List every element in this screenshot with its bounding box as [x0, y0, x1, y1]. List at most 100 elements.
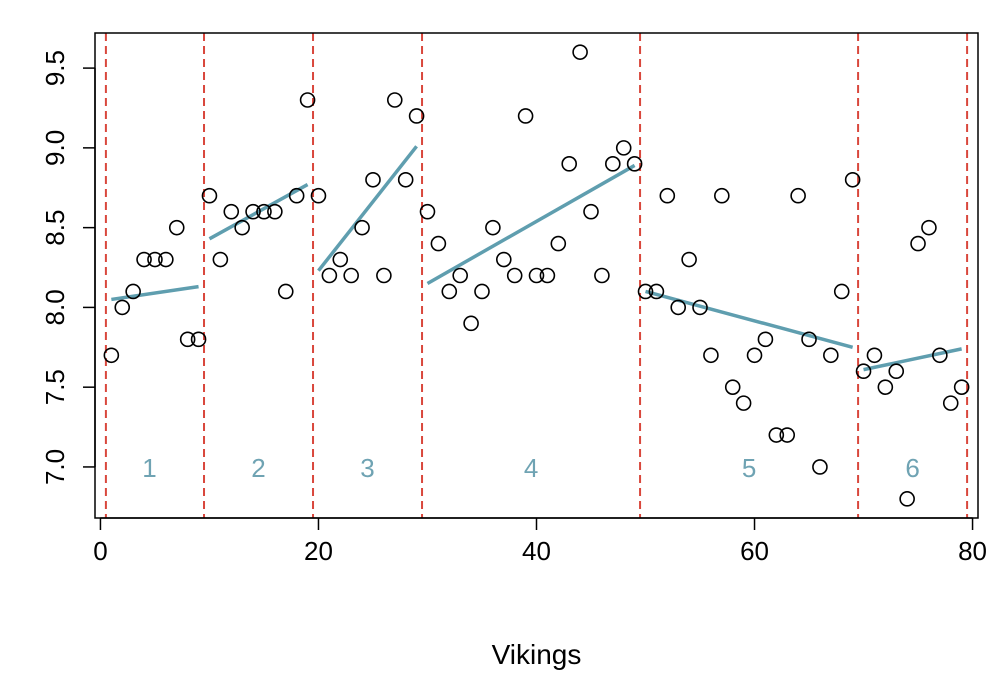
data-point	[430, 235, 447, 252]
data-point	[288, 187, 305, 204]
data-point	[768, 427, 785, 443]
trend-lines	[111, 145, 963, 372]
data-point	[877, 379, 894, 395]
data-point	[724, 379, 741, 395]
data-point	[354, 219, 370, 236]
data-point	[103, 347, 120, 364]
data-point	[441, 283, 458, 300]
y-tick-label: 9.5	[40, 50, 70, 86]
data-point	[637, 283, 654, 300]
data-point	[321, 267, 338, 284]
data-point	[855, 363, 872, 380]
data-point	[158, 251, 174, 268]
data-point	[452, 267, 468, 284]
data-point	[201, 187, 218, 204]
data-point	[910, 235, 926, 252]
data-point	[746, 347, 763, 364]
y-tick-label: 7.0	[40, 449, 70, 485]
data-point	[866, 347, 883, 364]
data-point	[463, 315, 479, 332]
data-point	[681, 251, 697, 268]
data-point	[168, 219, 185, 236]
data-point	[550, 235, 567, 252]
data-point	[899, 491, 915, 507]
y-tick-label: 9.0	[40, 130, 70, 166]
data-point	[397, 171, 414, 188]
data-point	[953, 379, 970, 395]
data-point	[528, 267, 545, 284]
data-point	[267, 203, 283, 220]
data-point	[790, 187, 806, 204]
data-point	[648, 283, 665, 300]
segment-label-6: 6	[905, 453, 919, 483]
trend-line-6	[863, 347, 963, 372]
data-point	[921, 219, 937, 236]
data-point	[626, 156, 643, 172]
x-tick-label: 60	[740, 536, 769, 566]
data-point	[539, 267, 556, 284]
y-axis: 7.0 7.5 8.0 8.5 9.0 9.5	[40, 50, 96, 485]
data-point	[605, 156, 621, 172]
data-point	[670, 299, 687, 316]
data-point	[932, 347, 948, 364]
x-tick-label: 20	[304, 536, 333, 566]
data-point	[888, 363, 905, 380]
data-point	[190, 331, 207, 348]
data-point	[823, 347, 839, 364]
segment-label-2: 2	[251, 453, 265, 483]
data-point	[179, 331, 196, 348]
segment-label-5: 5	[742, 453, 756, 483]
data-point	[692, 299, 708, 316]
data-point	[659, 187, 676, 204]
data-point	[408, 108, 425, 124]
breakpoint-lines	[104, 33, 969, 518]
data-point	[594, 267, 610, 284]
data-point	[615, 140, 632, 156]
data-point	[572, 44, 588, 60]
data-point	[703, 347, 719, 364]
data-point	[495, 251, 512, 268]
data-point	[365, 171, 381, 188]
y-tick-label: 8.0	[40, 289, 70, 325]
data-point	[234, 219, 250, 236]
data-point	[136, 251, 152, 268]
data-point	[779, 427, 796, 443]
data-point	[833, 283, 850, 300]
data-point	[114, 299, 131, 316]
data-point	[506, 267, 523, 284]
trend-line-1	[111, 284, 199, 302]
data-point	[474, 283, 490, 300]
data-point	[223, 203, 240, 220]
data-point	[277, 283, 294, 300]
x-axis-title: Vikings	[492, 639, 582, 670]
data-point	[714, 187, 730, 204]
trend-line-4	[426, 163, 636, 285]
data-point	[125, 283, 141, 300]
data-point	[942, 395, 959, 411]
data-point	[245, 203, 261, 220]
data-point	[256, 203, 272, 220]
segment-labels: 1 2 3 4 5 6	[142, 453, 920, 483]
data-point	[212, 251, 229, 268]
data-point	[844, 171, 861, 188]
data-point	[757, 331, 774, 348]
trend-line-2	[208, 183, 309, 241]
data-points	[103, 44, 970, 507]
data-point	[332, 251, 349, 268]
x-tick-label: 40	[522, 536, 551, 566]
data-point	[583, 203, 599, 220]
data-point	[386, 92, 403, 108]
trend-line-3	[317, 145, 418, 272]
data-point	[147, 251, 163, 268]
y-tick-label: 8.5	[40, 210, 70, 246]
segment-label-1: 1	[142, 453, 156, 483]
data-point	[419, 203, 436, 220]
x-tick-label: 0	[93, 536, 107, 566]
x-tick-label: 80	[958, 536, 987, 566]
data-point	[517, 108, 534, 124]
segment-label-4: 4	[524, 453, 538, 483]
y-tick-label: 7.5	[40, 369, 70, 405]
x-axis: 0 20 40 60 80	[93, 517, 987, 566]
segment-label-3: 3	[360, 453, 374, 483]
